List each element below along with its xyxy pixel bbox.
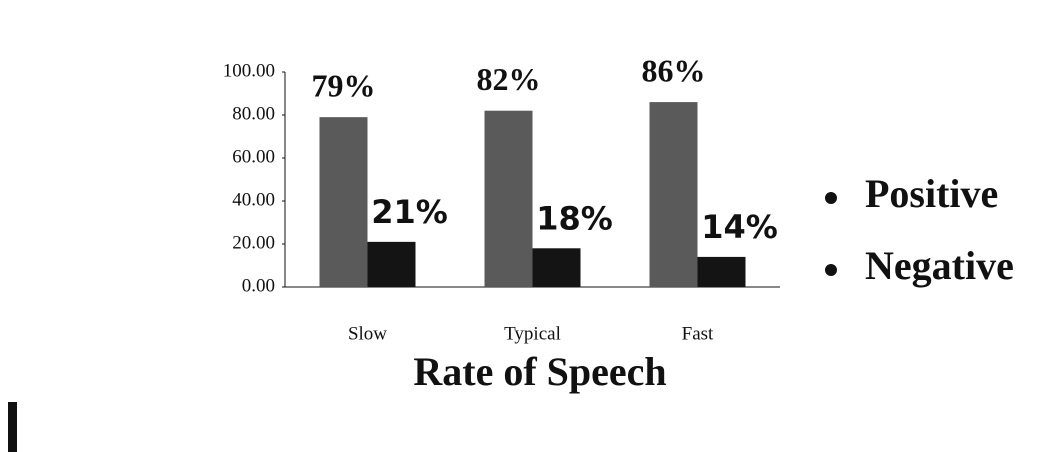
x-tick-label: Fast <box>682 323 714 344</box>
legend-marker <box>825 192 837 204</box>
value-label: 18% <box>536 199 613 237</box>
bar <box>484 110 533 287</box>
y-tick-label: 60.00 <box>232 146 275 167</box>
x-axis-title: Rate of Speech <box>413 349 666 394</box>
scan-mark <box>8 402 17 452</box>
x-tick-label: Typical <box>504 323 561 344</box>
value-label: 79% <box>312 67 376 103</box>
bar <box>532 248 581 287</box>
y-tick-label: 0.00 <box>242 275 275 296</box>
y-tick-label: 80.00 <box>232 103 275 124</box>
bar <box>649 102 698 287</box>
bar <box>697 256 746 287</box>
value-label: 86% <box>642 52 706 88</box>
legend-label: Positive <box>865 171 998 216</box>
value-label: 21% <box>371 193 448 231</box>
value-label: 82% <box>477 61 541 97</box>
bar <box>319 117 368 288</box>
bar <box>367 241 416 287</box>
legend-label: Negative <box>865 243 1014 288</box>
y-tick-label: 40.00 <box>232 189 275 210</box>
y-tick-label: 100.00 <box>223 60 275 81</box>
y-tick-label: 20.00 <box>232 232 275 253</box>
x-tick-label: Slow <box>348 323 387 344</box>
legend-marker <box>825 264 837 276</box>
value-label: 14% <box>701 208 778 246</box>
